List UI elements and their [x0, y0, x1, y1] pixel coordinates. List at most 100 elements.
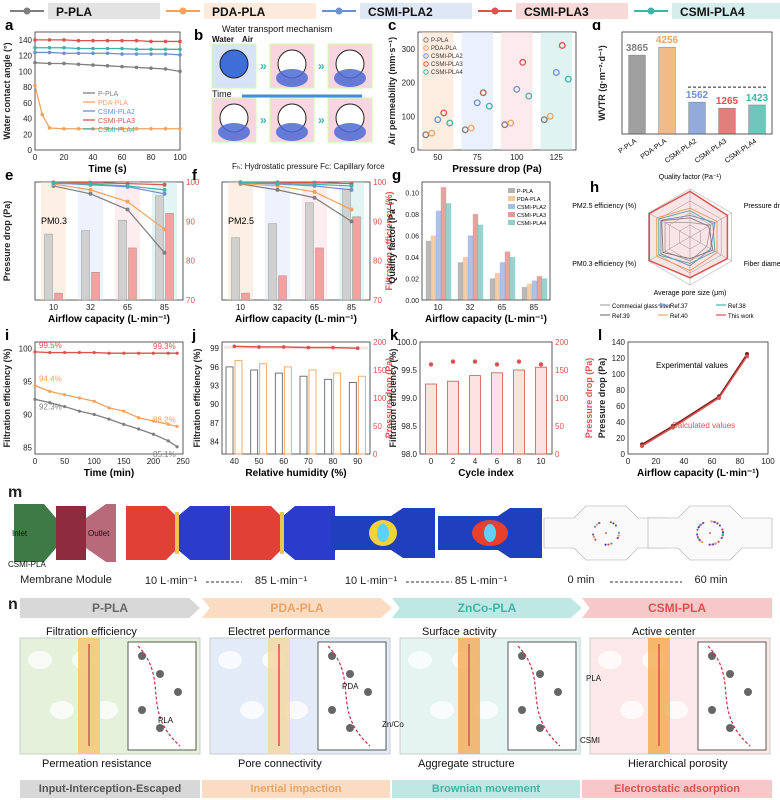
label-electret-performance: Electret performance: [228, 626, 331, 638]
particle-trace-0-particle: [595, 523, 598, 526]
particle-sphere: [744, 688, 752, 696]
right-tick-label: 70: [186, 296, 195, 305]
data-point-CSMI-PLA3: [440, 109, 448, 117]
tick-label: 0.00: [405, 298, 419, 305]
data-point-PDA-PLA: [507, 119, 515, 127]
tick-label: 65: [498, 303, 507, 312]
tick-label: 99: [210, 344, 219, 353]
tick-label: 85: [347, 303, 356, 312]
legend-marker: [423, 37, 429, 43]
data-point: [163, 67, 168, 71]
bar-PDA-PLA: [308, 369, 317, 455]
data-point: [163, 52, 168, 56]
tick-label: 90: [353, 457, 362, 466]
zoom-box: [127, 641, 197, 751]
right-tick-label: 80: [186, 257, 195, 266]
data-point: [166, 351, 170, 355]
panel-label: e: [5, 167, 13, 184]
caption-10-a: 10 L·min⁻¹: [144, 575, 198, 587]
tick-label: 32: [466, 303, 475, 312]
bar-PDA-PLA: [430, 235, 437, 301]
pore-blob: [430, 701, 454, 719]
legend-label: CSMI-PLA2: [517, 205, 546, 211]
data-point: [275, 187, 280, 192]
radar-axis-label: Pressure drop (Pa): [744, 203, 780, 210]
data-point-P-PLA: [422, 131, 430, 139]
data-point: [275, 181, 280, 186]
legend-marker: [335, 7, 343, 15]
right-tick-label: 100: [373, 394, 387, 403]
data-point: [640, 444, 644, 448]
tick-label: 60: [23, 99, 32, 108]
data-label: 4256: [656, 35, 679, 46]
tick-label: 100: [612, 370, 626, 379]
plot-frame: [417, 31, 577, 151]
y-axis-label: Filtration efficiency (%): [192, 348, 202, 447]
tick-label: 120: [19, 52, 33, 61]
tick-label: 0.06: [405, 234, 419, 241]
bar-cycle-8: [513, 369, 525, 455]
bar-P-PLA: [250, 369, 259, 455]
tick-label: 40: [23, 115, 32, 124]
pressure-point: [450, 359, 456, 364]
tick-label: PDA-PLA: [640, 138, 669, 161]
tick-label: 65: [310, 303, 319, 312]
data-point: [349, 219, 354, 224]
data-point: [91, 51, 95, 56]
data-point: [745, 354, 749, 359]
tick-label: 10: [537, 457, 546, 466]
radar-axis-label: PM0.3 efficiency (%): [572, 261, 636, 268]
data-point: [238, 180, 243, 185]
efficiency-line-PDA-PLA: [240, 182, 352, 211]
legend-label: CSMI-PLA3: [431, 62, 463, 68]
tick-label: 40: [680, 457, 689, 466]
data-point: [175, 445, 179, 449]
legend-label: CSMI-PLA4: [517, 221, 546, 227]
tick-label: 20: [60, 153, 69, 162]
tick-label: 0.10: [405, 191, 419, 198]
particle-trace-0-particle: [593, 525, 596, 528]
legend-marker: [423, 45, 429, 51]
right-tick-label: 50: [555, 422, 564, 431]
data-point: [257, 345, 261, 349]
legend-label: P-PLA: [98, 91, 119, 98]
tick-label: 250: [176, 457, 190, 466]
panel-label: a: [5, 22, 14, 34]
particle-sphere: [536, 670, 544, 678]
particle-trace-0-particle: [592, 533, 595, 536]
data-point: [77, 396, 81, 400]
particle-sphere: [328, 652, 336, 660]
bar-P-PLA: [628, 54, 646, 135]
data-point: [88, 181, 93, 186]
legend-label: This work: [728, 314, 755, 320]
right-tick-label: 200: [555, 338, 569, 347]
tick-label: 0.08: [405, 212, 419, 219]
right-tick-label: 200: [373, 338, 387, 347]
tick-label: 90: [23, 410, 32, 419]
plot-frame: [221, 341, 371, 455]
data-point-CSMI-PLA4: [485, 102, 493, 110]
data-label: 94.4%: [39, 374, 62, 383]
data-point: [63, 350, 67, 355]
mech-brownian: Brownian movement: [392, 780, 580, 798]
plot-frame: [34, 31, 181, 151]
y-axis-label: Air permeability (mm·s⁻¹): [387, 37, 397, 145]
data-point: [122, 351, 126, 355]
right-tick-label: 80: [373, 257, 382, 266]
tick-label: 85: [530, 303, 539, 312]
trajectory: [327, 645, 371, 747]
bar-P-PLA: [274, 372, 283, 455]
bar-CSMI-PLA3: [165, 213, 174, 301]
legend-marker: [23, 7, 31, 15]
y-axis-label: Pressure drop (Pa): [597, 358, 607, 439]
pore-blob: [620, 701, 644, 719]
plot-frame: [34, 181, 184, 301]
legend-swatch-bg: [48, 3, 160, 19]
tick-label: 300: [402, 45, 416, 54]
y-axis-label: Pressure drop (Pa): [2, 201, 12, 282]
data-point: [105, 38, 110, 43]
arrow-glyph: »: [318, 113, 325, 127]
data-point: [62, 38, 66, 42]
x-axis-label: Pressure drop (Pa): [452, 164, 541, 175]
data-point-CSMI-PLA2: [473, 99, 481, 107]
